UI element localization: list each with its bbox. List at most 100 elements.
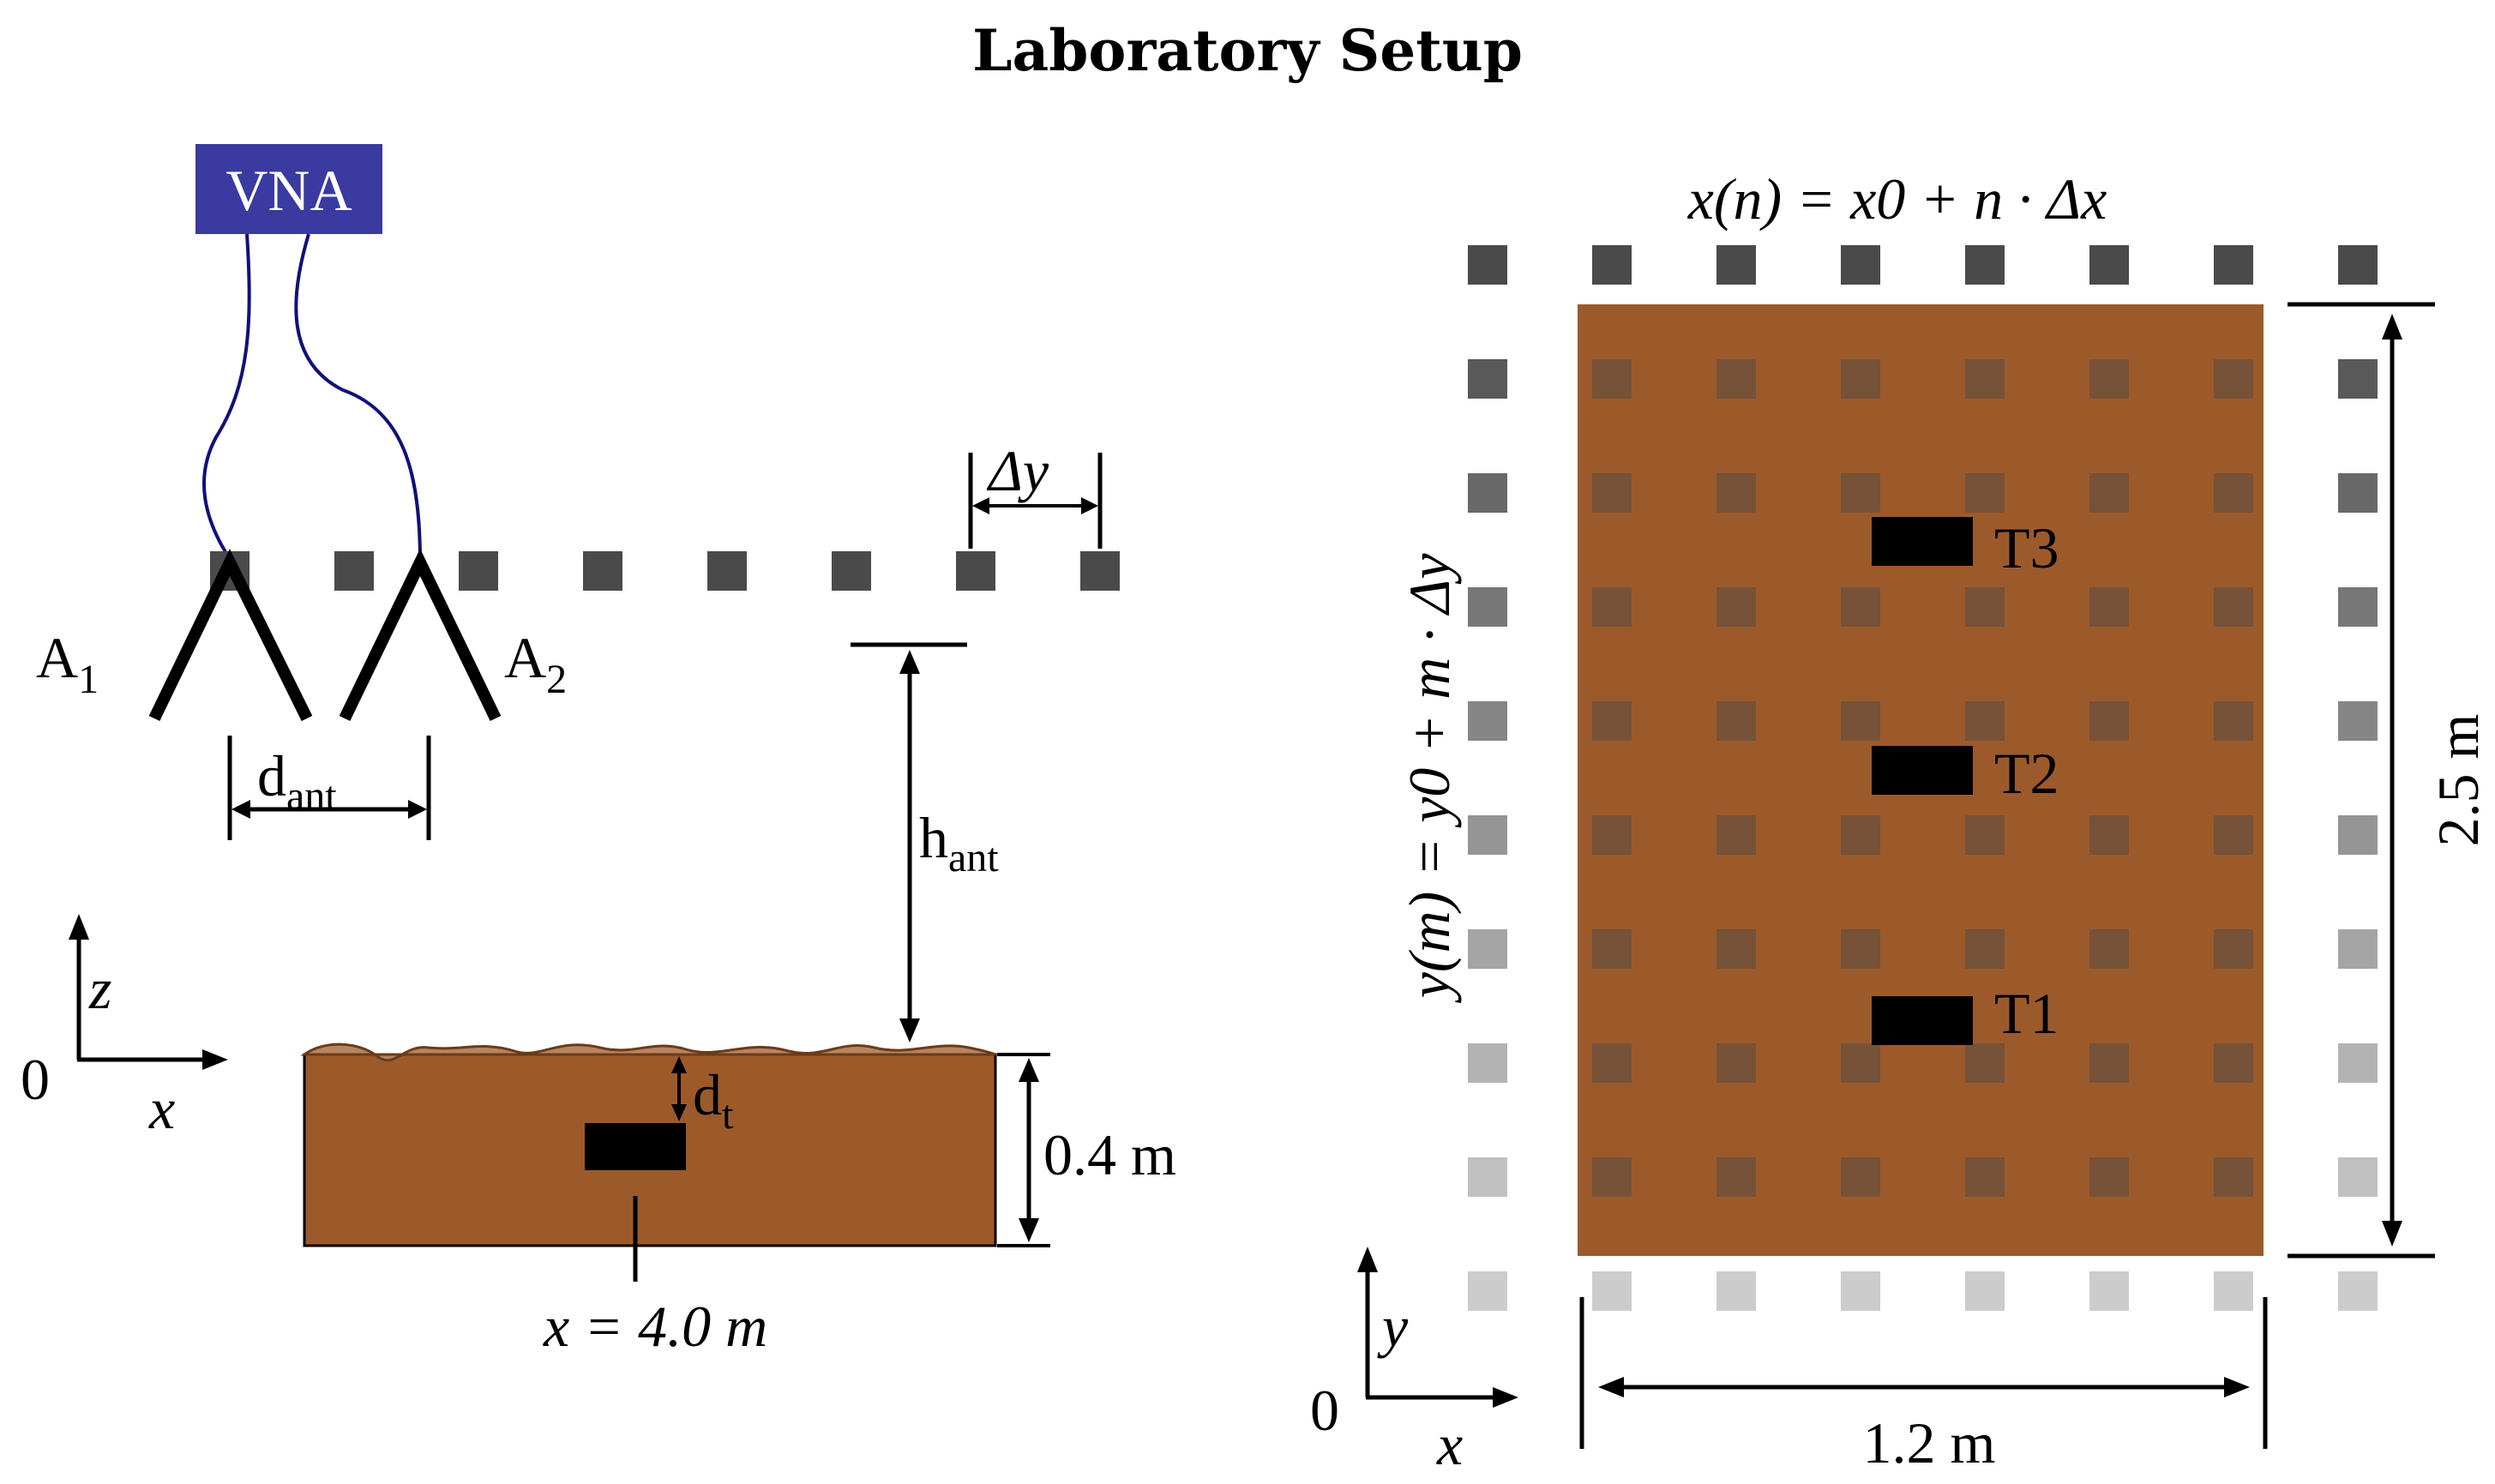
target-t2 [1872,746,1973,795]
top-view: x(n) = x0 + n · Δx y(m) = y0 + m · Δy T3… [1310,166,2491,1477]
grid-position [1841,587,1880,627]
grid-position [2089,929,2129,969]
x-axis-label: x [148,1076,175,1141]
grid-position [1716,929,1756,969]
grid-position [1965,245,2005,285]
height-arrowhead-top [2382,314,2402,339]
grid-position [2214,587,2253,627]
grid-position [2214,473,2253,513]
x-axis-top-label: x [1436,1412,1463,1477]
grid-position [1716,815,1756,855]
h-ant-arrowhead-bottom [899,1018,920,1042]
grid-position [1592,1157,1632,1197]
grid-position [2214,1157,2253,1197]
d-t-arrowhead-top [671,1056,687,1073]
grid-position [1841,1271,1880,1311]
depth-arrowhead-top [1019,1058,1039,1082]
width-arrowhead-left [1598,1377,1624,1397]
scan-grid [1468,245,2378,1311]
grid-position [1716,587,1756,627]
grid-position [1468,245,1507,285]
grid-position [1592,701,1632,741]
grid-position [1592,473,1632,513]
grid-position [1468,929,1507,969]
target-t3 [1872,517,1973,566]
grid-position [1965,359,2005,399]
grid-position [2089,1271,2129,1311]
z-axis-label: z [88,956,111,1021]
page-title: Laboratory Setup [972,17,1523,84]
target-pos-label: x = 4.0 m [543,1294,767,1359]
grid-position [1965,701,2005,741]
grid-position [1592,815,1632,855]
grid-position [1592,1043,1632,1083]
grid-position [2338,815,2378,855]
grid-position [1841,359,1880,399]
grid-position [1592,1271,1632,1311]
z-axis-arrowhead [69,914,89,940]
grid-position [2214,359,2253,399]
grid-position [2338,929,2378,969]
grid-position [2089,587,2129,627]
grid-position [1468,1043,1507,1083]
grid-position [1965,815,2005,855]
grid-position [1716,473,1756,513]
grid-position [2214,1043,2253,1083]
grid-position [2338,701,2378,741]
grid-position [1965,1157,2005,1197]
grid-position [1841,473,1880,513]
antenna-a2-label: A2 [504,625,567,702]
origin-label: 0 [21,1047,50,1112]
grid-position [2338,245,2378,285]
grid-position [1592,929,1632,969]
grid-position [2338,1043,2378,1083]
grid-position [1841,929,1880,969]
target-t1-label: T1 [1994,981,2059,1046]
h-ant-arrowhead-top [899,650,920,674]
grid-position [2089,1157,2129,1197]
target-side [585,1123,686,1170]
width-label: 1.2 m [1863,1410,1996,1475]
depth-label: 0.4 m [1043,1122,1176,1187]
d-t-arrowhead-bottom [671,1104,687,1121]
grid-position [1592,587,1632,627]
grid-position [1468,815,1507,855]
x-axis-top-arrowhead [1493,1387,1518,1408]
grid-position [1841,815,1880,855]
grid-position [2214,815,2253,855]
cable-a1 [201,233,251,563]
grid-position [1468,473,1507,513]
grid-position [2214,1271,2253,1311]
grid-position [1716,1157,1756,1197]
width-arrowhead-right [2224,1377,2250,1397]
grid-position [1716,245,1756,285]
soil-surface [300,1042,996,1062]
grid-position [1841,1157,1880,1197]
grid-position [2338,359,2378,399]
y-axis-label: y [1377,1294,1409,1359]
origin-top-label: 0 [1310,1378,1339,1443]
grid-position [2338,1271,2378,1311]
scan-positions-row [210,551,1120,591]
grid-position [2338,473,2378,513]
grid-position [2089,1043,2129,1083]
delta-y-arrowhead-right [1081,497,1098,514]
y-formula: y(m) = y0 + m · Δy [1397,553,1462,1004]
grid-position [1965,587,2005,627]
target-t2-label: T2 [1994,741,2059,806]
grid-position [1841,245,1880,285]
target-t1 [1872,996,1973,1045]
grid-position [1468,1157,1507,1197]
height-arrowhead-bottom [2382,1221,2402,1247]
grid-position [1841,701,1880,741]
d-ant-arrowhead-left [231,800,250,819]
grid-position [2338,587,2378,627]
cable-a2 [294,233,422,562]
grid-position [2089,245,2129,285]
grid-position [2089,815,2129,855]
grid-position [1468,359,1507,399]
h-ant-label: hant [919,805,999,880]
grid-position [1965,1271,2005,1311]
vna-box [195,144,382,234]
grid-position [1965,473,2005,513]
